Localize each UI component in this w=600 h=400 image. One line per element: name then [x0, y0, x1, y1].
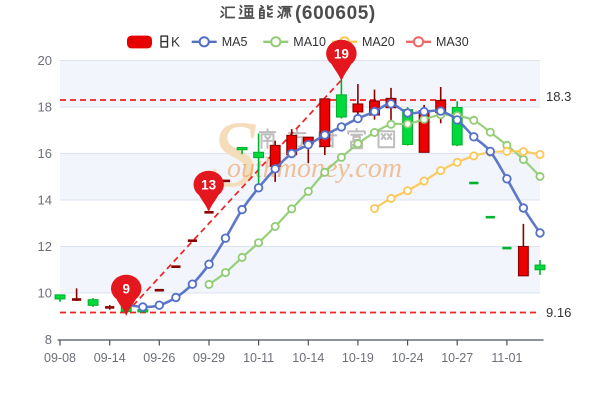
svg-text:10: 10 [38, 286, 52, 301]
svg-text:20: 20 [38, 53, 52, 68]
svg-text:MA5: MA5 [222, 35, 248, 49]
svg-text:10-27: 10-27 [441, 351, 473, 365]
svg-text:10-24: 10-24 [392, 351, 424, 365]
svg-text:MA30: MA30 [436, 35, 469, 49]
svg-text:18: 18 [38, 100, 52, 115]
svg-text:MA10: MA10 [293, 35, 326, 49]
svg-text:09-29: 09-29 [193, 351, 225, 365]
svg-text:10-19: 10-19 [342, 351, 374, 365]
svg-text:outhmoney.com: outhmoney.com [227, 153, 402, 184]
svg-text:12: 12 [38, 239, 52, 254]
svg-text:09-08: 09-08 [44, 351, 76, 365]
svg-text:09-26: 09-26 [143, 351, 175, 365]
svg-text:11-01: 11-01 [491, 351, 522, 365]
svg-text:10-14: 10-14 [292, 351, 324, 365]
svg-text:13: 13 [201, 178, 217, 193]
svg-text:K: K [171, 35, 180, 50]
svg-text:9: 9 [122, 282, 130, 297]
svg-text:19: 19 [334, 47, 349, 62]
svg-text:(600605): (600605) [295, 3, 376, 24]
svg-text:10-11: 10-11 [243, 351, 274, 365]
svg-text:9.16: 9.16 [546, 305, 571, 320]
svg-text:09-14: 09-14 [94, 351, 126, 365]
svg-text:18.3: 18.3 [546, 89, 571, 104]
svg-text:14: 14 [38, 193, 52, 208]
svg-text:8: 8 [45, 332, 52, 347]
svg-text:16: 16 [38, 146, 52, 161]
svg-text:MA20: MA20 [362, 35, 395, 49]
